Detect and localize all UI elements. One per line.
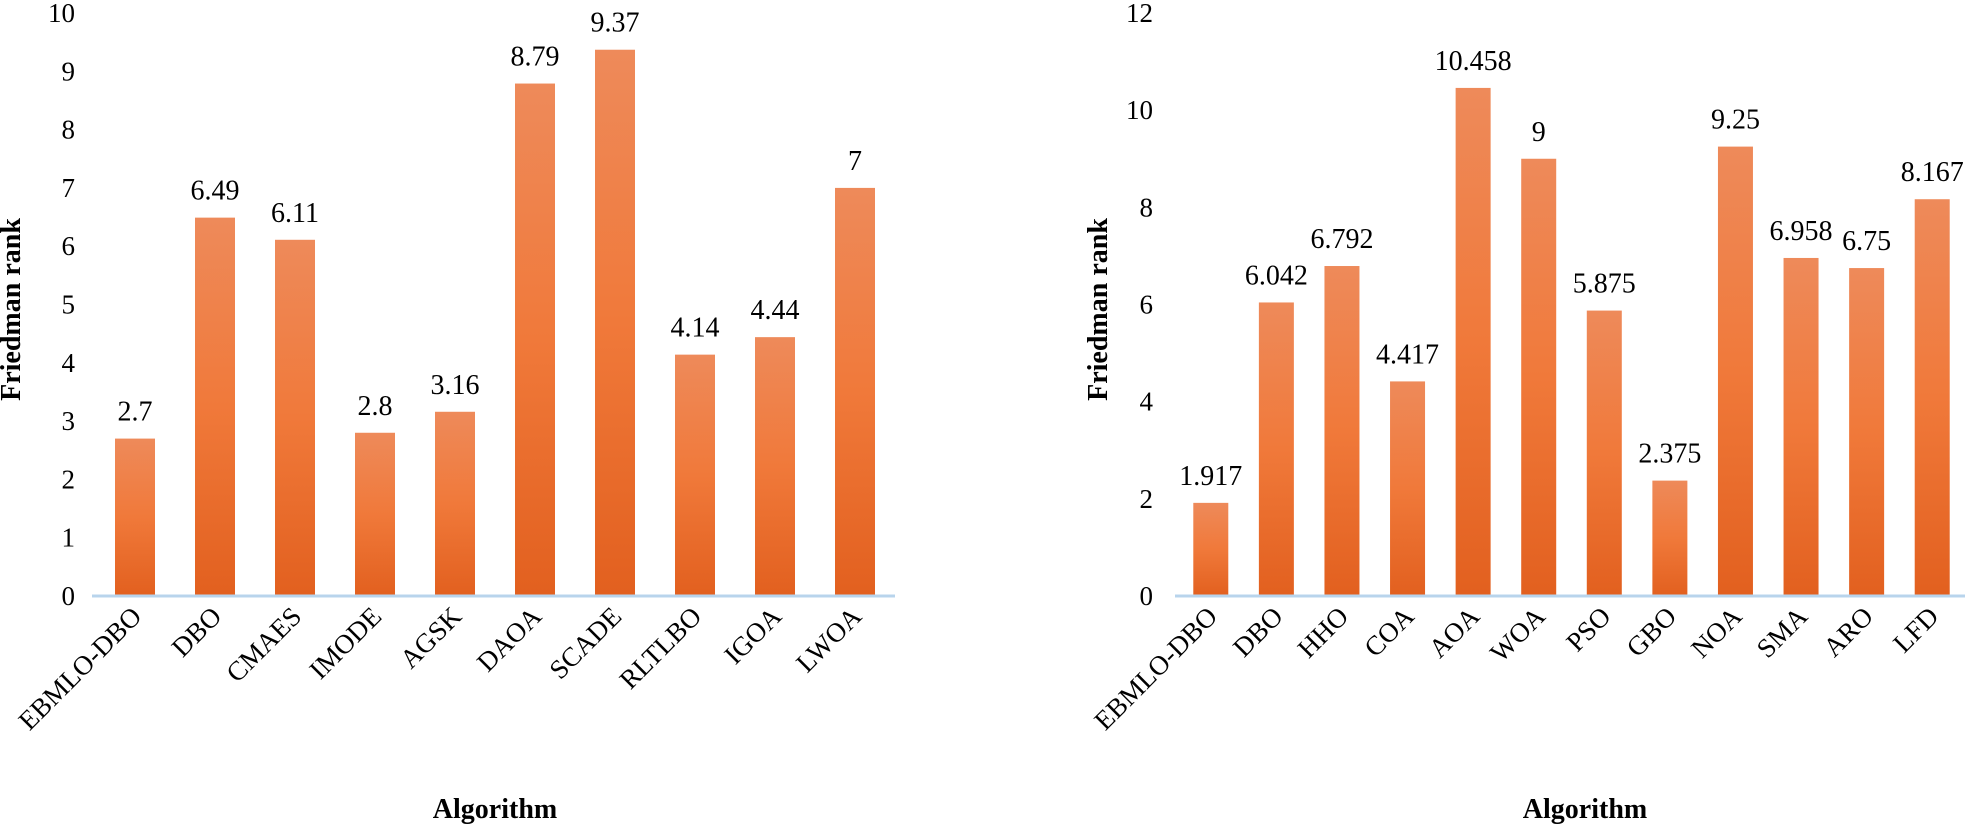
- x-tick-label: DBO: [166, 601, 228, 663]
- x-axis-title: Algorithm: [433, 794, 557, 825]
- x-tick-label: RLTLBO: [614, 601, 708, 695]
- bar-sma: [1783, 257, 1819, 596]
- y-tick-label: 0: [62, 581, 76, 611]
- bar-rltlbo: [675, 354, 715, 596]
- x-tick-label: IMODE: [303, 601, 387, 685]
- data-label: 3.16: [431, 370, 480, 401]
- data-label: 10.458: [1435, 46, 1512, 77]
- y-tick-label: 4: [62, 348, 76, 378]
- bar-scade: [595, 49, 635, 596]
- x-tick-label: ARO: [1817, 601, 1879, 663]
- y-tick-label: 2: [62, 464, 76, 494]
- y-tick-label: 6: [62, 231, 76, 261]
- x-tick-label: EBMLO-DBO: [13, 601, 148, 736]
- x-tick-label: AGSK: [394, 601, 468, 675]
- chart-left: 0 1 2 3 4 5 6 7 8 9 10 2.7 EBMLO-DBO 6.49 DBO 6.11 CMAES…: [0, 0, 895, 825]
- data-label: 6.792: [1310, 224, 1373, 255]
- data-label: 6.042: [1245, 260, 1308, 291]
- data-label: 2.375: [1638, 439, 1701, 470]
- chart-right: 0 2 4 6 8 10 12 1.917 EBMLO-DBO 6.042 DBO 6.792 HHO 4…: [1083, 0, 1965, 825]
- x-tick-label: GBO: [1621, 601, 1683, 663]
- data-label: 6.958: [1770, 216, 1833, 247]
- bar-aro: [1849, 268, 1885, 596]
- data-label: 6.49: [191, 176, 240, 207]
- bar-dbo: [1258, 302, 1294, 596]
- y-tick-label: 9: [62, 56, 76, 86]
- x-tick-label: NOA: [1685, 601, 1748, 664]
- data-label: 4.14: [671, 313, 720, 344]
- y-tick-label: 12: [1126, 0, 1153, 28]
- y-tick-label: 5: [62, 290, 76, 320]
- bar-igoa: [755, 337, 795, 596]
- y-tick-label: 10: [48, 0, 75, 28]
- data-label: 4.44: [751, 295, 800, 326]
- y-tick-label: 3: [62, 406, 76, 436]
- x-tick-label: COA: [1358, 601, 1420, 663]
- x-tick-label: HHO: [1292, 601, 1355, 664]
- x-tick-label: SMA: [1751, 601, 1814, 664]
- y-axis-title: Friedman rank: [0, 218, 27, 401]
- data-label: 6.75: [1842, 226, 1891, 257]
- data-label: 6.11: [271, 198, 319, 229]
- x-tick-label: WOA: [1484, 601, 1551, 668]
- bar-lwoa: [835, 187, 875, 596]
- data-label: 2.8: [358, 391, 393, 422]
- x-tick-label: DBO: [1227, 601, 1289, 663]
- y-axis-title: Friedman rank: [1083, 218, 1114, 401]
- y-tick-label: 7: [62, 173, 76, 203]
- data-label: 8.167: [1901, 157, 1964, 188]
- bar-gbo: [1652, 480, 1688, 596]
- data-label: 9: [1532, 117, 1546, 148]
- y-tick-label: 8: [1140, 192, 1154, 222]
- bar-hho: [1324, 266, 1360, 596]
- y-tick-label: 0: [1140, 581, 1154, 611]
- bar-pso: [1586, 310, 1622, 596]
- y-tick-label: 6: [1140, 290, 1154, 320]
- data-label: 1.917: [1179, 461, 1242, 492]
- data-label: 4.417: [1376, 339, 1439, 370]
- x-tick-label: EBMLO-DBO: [1088, 601, 1223, 736]
- data-label: 2.7: [118, 397, 153, 428]
- bar-noa: [1717, 146, 1753, 596]
- x-tick-label: PSO: [1560, 601, 1616, 657]
- bar-cmaes: [275, 239, 315, 597]
- bar-ebmlo-dbo: [1193, 502, 1229, 596]
- data-label: 8.79: [511, 42, 560, 73]
- bar-daoa: [515, 83, 555, 597]
- x-tick-label: DAOA: [471, 601, 548, 678]
- x-tick-label: AOA: [1423, 601, 1486, 664]
- x-tick-label: LWOA: [790, 601, 867, 678]
- x-axis-title: Algorithm: [1523, 794, 1647, 825]
- bar-dbo: [195, 217, 235, 596]
- y-tick-label: 8: [62, 115, 76, 145]
- data-label: 9.37: [591, 8, 640, 39]
- y-tick-label: 1: [62, 523, 76, 553]
- bar-ebmlo-dbo: [115, 438, 155, 596]
- x-tick-label: CMAES: [220, 601, 307, 688]
- y-tick-label: 2: [1140, 484, 1154, 514]
- data-label: 9.25: [1711, 105, 1760, 136]
- bar-coa: [1390, 381, 1426, 596]
- y-tick-label: 4: [1140, 387, 1154, 417]
- bar-imode: [355, 432, 395, 596]
- x-tick-label: LFD: [1887, 601, 1944, 658]
- bar-agsk: [435, 411, 475, 596]
- data-label: 5.875: [1573, 269, 1636, 300]
- y-tick-label: 10: [1126, 95, 1153, 125]
- x-tick-label: IGOA: [718, 601, 787, 670]
- bar-woa: [1521, 158, 1557, 596]
- data-label: 7: [848, 146, 862, 177]
- bar-lfd: [1914, 199, 1950, 596]
- bar-aoa: [1455, 87, 1491, 596]
